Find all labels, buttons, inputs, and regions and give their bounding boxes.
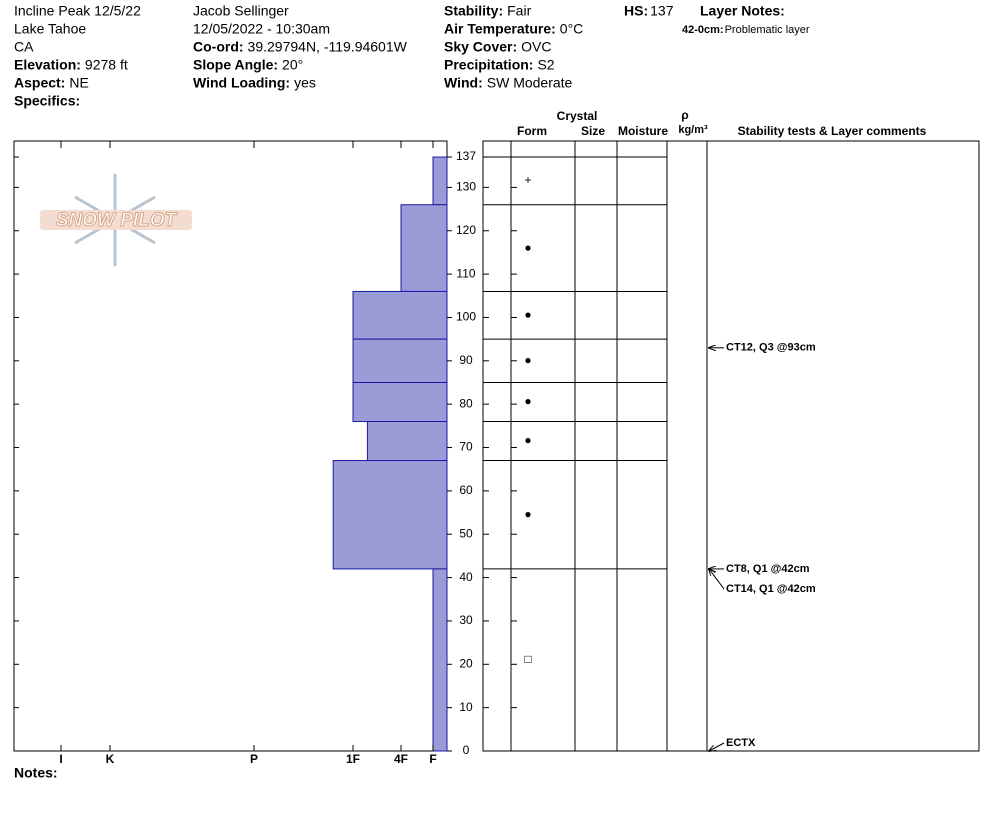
field-label: Specifics: bbox=[14, 93, 80, 109]
x-tick-label: 4F bbox=[394, 752, 408, 766]
field-label: Air Temperature: bbox=[444, 21, 556, 37]
crystal-form: ● bbox=[524, 394, 531, 408]
y-tick-label: 50 bbox=[459, 526, 473, 540]
column-header: Moisture bbox=[618, 124, 668, 138]
y-tick-label: 137 bbox=[456, 149, 476, 163]
test-label: ECTX bbox=[726, 737, 756, 749]
table-frame bbox=[482, 140, 980, 752]
layer-notes-title: Layer Notes: bbox=[700, 3, 785, 19]
field-value: OVC bbox=[521, 39, 551, 55]
y-tick-label: 40 bbox=[459, 570, 473, 584]
notes-label: Notes: bbox=[14, 765, 58, 781]
field-value: Lake Tahoe bbox=[14, 21, 86, 37]
logo bbox=[40, 174, 192, 266]
field-value: 12/05/2022 - 10:30am bbox=[193, 21, 330, 37]
y-tick-label: 10 bbox=[459, 700, 473, 714]
x-tick-label: P bbox=[250, 752, 258, 766]
field-label: Slope Angle: bbox=[193, 57, 278, 73]
y-tick-label: 30 bbox=[459, 613, 473, 627]
field-value: 9278 ft bbox=[85, 57, 128, 73]
density-symbol: ρ bbox=[681, 108, 688, 122]
field-value: SW Moderate bbox=[487, 75, 573, 91]
y-tick-label: 80 bbox=[459, 396, 473, 410]
hardness-bar bbox=[332, 460, 448, 570]
y-tick-label: 0 bbox=[463, 743, 470, 757]
test-label: CT8, Q1 @42cm bbox=[726, 563, 810, 575]
layer-note-range: 42-0cm: bbox=[682, 24, 724, 36]
y-tick-label: 20 bbox=[459, 656, 473, 670]
hardness-bar bbox=[352, 290, 448, 340]
comments-header: Stability tests & Layer comments bbox=[738, 124, 927, 138]
field-value: Incline Peak 12/5/22 bbox=[14, 3, 141, 19]
field-value: S2 bbox=[537, 57, 554, 73]
field-label: Wind: bbox=[444, 75, 483, 91]
hs-value: 137 bbox=[650, 3, 674, 19]
field-value: Fair bbox=[507, 3, 531, 19]
field-label: Sky Cover: bbox=[444, 39, 517, 55]
logo-text: SNOW PILOT bbox=[56, 210, 178, 231]
test-arrow bbox=[709, 569, 725, 590]
field-label: Precipitation: bbox=[444, 57, 533, 73]
hardness-bar bbox=[432, 568, 448, 752]
field-label: Stability: bbox=[444, 3, 503, 19]
y-tick-label: 70 bbox=[459, 440, 473, 454]
density-unit: kg/m³ bbox=[678, 124, 708, 136]
x-tick-label: I bbox=[59, 752, 62, 766]
field-value: CA bbox=[14, 39, 34, 55]
field-label: Wind Loading: bbox=[193, 75, 290, 91]
column-group: Crystal bbox=[557, 109, 598, 123]
y-tick-label: 100 bbox=[456, 310, 476, 324]
hs-label: HS: bbox=[624, 3, 648, 19]
x-tick-label: K bbox=[106, 752, 115, 766]
field-value: yes bbox=[294, 75, 316, 91]
field-value: 20° bbox=[282, 57, 303, 73]
test-arrow bbox=[709, 742, 725, 751]
crystal-form: ● bbox=[524, 307, 531, 321]
y-tick-label: 60 bbox=[459, 483, 473, 497]
column-header: Form bbox=[517, 124, 547, 138]
field-value: Jacob Sellinger bbox=[193, 3, 289, 19]
crystal-form: ● bbox=[524, 433, 531, 447]
hardness-bar bbox=[352, 338, 448, 383]
field-value: NE bbox=[69, 75, 88, 91]
field-value: 0°C bbox=[560, 21, 584, 37]
crystal-form: + bbox=[524, 173, 531, 187]
field-label: Co-ord: bbox=[193, 39, 244, 55]
hardness-bar bbox=[432, 156, 448, 206]
hardness-bar bbox=[352, 381, 448, 423]
x-tick-label: F bbox=[429, 752, 436, 766]
y-tick-label: 120 bbox=[456, 223, 476, 237]
y-tick-label: 130 bbox=[456, 180, 476, 194]
field-label: Elevation: bbox=[14, 57, 81, 73]
y-tick-label: 110 bbox=[456, 266, 475, 280]
hardness-bar bbox=[400, 204, 448, 292]
layer-note-text: Problematic layer bbox=[725, 24, 810, 36]
test-label: CT12, Q3 @93cm bbox=[726, 342, 816, 354]
column-header: Size bbox=[581, 124, 605, 138]
hardness-bar bbox=[366, 421, 448, 462]
crystal-form: ● bbox=[524, 507, 531, 521]
test-label: CT14, Q1 @42cm bbox=[726, 583, 816, 595]
y-tick-label: 90 bbox=[459, 353, 473, 367]
field-value: 39.29794N, -119.94601W bbox=[248, 39, 408, 55]
x-tick-label: 1F bbox=[346, 752, 360, 766]
crystal-form: □ bbox=[524, 652, 531, 666]
field-label: Aspect: bbox=[14, 75, 65, 91]
crystal-form: ● bbox=[524, 240, 531, 254]
crystal-form: ● bbox=[524, 353, 531, 367]
